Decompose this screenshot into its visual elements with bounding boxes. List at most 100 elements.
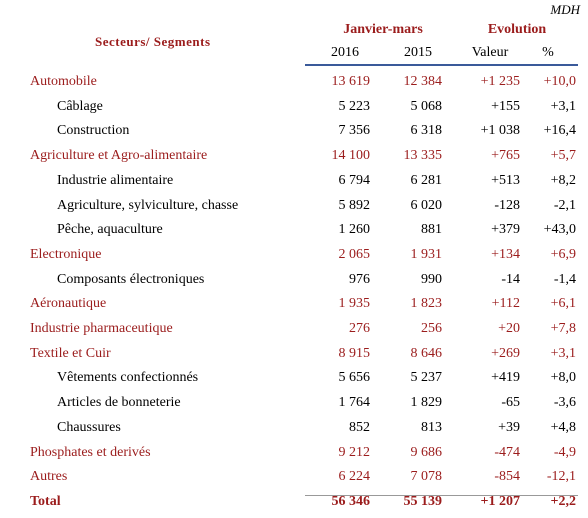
segment-value: 5 223 — [338, 98, 371, 114]
segment-value: +3,1 — [550, 98, 576, 114]
segment-value: 6 794 — [338, 172, 371, 188]
segment-value: 5 237 — [410, 370, 443, 386]
segment-value: 7 356 — [338, 123, 371, 139]
segment-value: +155 — [491, 98, 520, 114]
sector-value: 6 224 — [338, 469, 371, 485]
sector-value: 12 384 — [403, 74, 443, 89]
sector-value: 8 915 — [338, 345, 371, 361]
total-value: +1 207 — [480, 493, 520, 509]
sector-value: +7,8 — [550, 321, 576, 336]
segment-value: 1 260 — [338, 222, 371, 238]
sector-value: +269 — [491, 345, 520, 361]
sector-value: +6,9 — [550, 246, 576, 262]
segment-label: Articles de bonneterie — [57, 395, 181, 411]
segment-value: -2,1 — [553, 197, 576, 213]
sector-value: 9 686 — [410, 444, 443, 460]
segment-value: +379 — [491, 222, 520, 238]
segment-value: 6 318 — [410, 123, 443, 139]
sector-label: Electronique — [30, 246, 102, 262]
sector-value: 1 931 — [410, 246, 443, 262]
header-rule — [305, 64, 578, 66]
sector-value: 276 — [349, 321, 370, 336]
segment-value: -65 — [501, 395, 520, 411]
segment-value: -3,6 — [553, 395, 576, 411]
sector-value: -854 — [494, 469, 520, 485]
sector-value: 13 335 — [403, 148, 443, 164]
segment-value: 6 020 — [410, 197, 443, 213]
segment-value: 5 656 — [338, 370, 371, 386]
label-column-header: Secteurs/ Segments — [95, 34, 211, 49]
sector-value: +112 — [491, 296, 520, 312]
segment-value: 976 — [349, 271, 370, 287]
segment-label: Composants électroniques — [57, 271, 205, 287]
segment-value: 5 068 — [410, 98, 443, 114]
segment-value: +8,0 — [550, 370, 576, 386]
column-header: Valeur — [471, 45, 509, 60]
sector-label: Autres — [30, 469, 68, 485]
sector-value: -474 — [494, 444, 520, 460]
total-label: Total — [30, 493, 61, 509]
segment-label: Chaussures — [57, 419, 121, 435]
sector-label: Industrie pharmaceutique — [30, 321, 173, 336]
segment-label: Pêche, aquaculture — [57, 222, 163, 238]
segment-label: Industrie alimentaire — [57, 172, 174, 188]
column-header: 2016 — [331, 45, 359, 60]
segment-value: 990 — [421, 271, 442, 287]
sector-value: +5,7 — [550, 148, 576, 164]
sector-value: 13 619 — [331, 74, 371, 89]
segment-label: Construction — [57, 123, 130, 139]
segment-value: 5 892 — [338, 197, 371, 213]
sector-value: 2 065 — [338, 246, 371, 262]
segment-value: 852 — [349, 419, 370, 435]
segment-value: +419 — [491, 370, 520, 386]
segment-label: Agriculture, sylviculture, chasse — [57, 197, 239, 213]
sector-label: Aéronautique — [30, 296, 107, 312]
sector-value: +134 — [491, 246, 520, 262]
sector-value: -12,1 — [546, 469, 576, 485]
sector-label: Agriculture et Agro-alimentaire — [30, 148, 208, 164]
segment-value: +4,8 — [550, 419, 576, 435]
segment-value: +513 — [491, 172, 520, 188]
total-rule — [305, 495, 578, 496]
sector-value: 9 212 — [338, 444, 371, 460]
segment-value: -14 — [501, 271, 520, 287]
segment-value: -128 — [494, 197, 520, 213]
total-value: 56 346 — [331, 493, 371, 509]
column-header: % — [542, 45, 554, 60]
sector-value: 7 078 — [410, 469, 443, 485]
sector-value: +10,0 — [543, 74, 576, 89]
segment-value: +43,0 — [543, 222, 576, 238]
total-value: 55 139 — [403, 493, 443, 509]
sector-label: Automobile — [30, 74, 97, 89]
sector-value: 14 100 — [331, 148, 371, 164]
sector-value: 256 — [421, 321, 442, 336]
segment-value: -1,4 — [553, 271, 576, 287]
unit: MDH — [550, 2, 580, 17]
segment-value: 6 281 — [410, 172, 443, 188]
sector-value: +6,1 — [550, 296, 576, 312]
sector-value: -4,9 — [553, 444, 576, 460]
segment-value: +39 — [498, 419, 520, 435]
segment-label: Vêtements confectionnés — [57, 370, 199, 386]
segment-value: 813 — [421, 419, 442, 435]
segment-value: 1 764 — [338, 395, 371, 411]
sector-value: 1 823 — [410, 296, 443, 312]
sector-value: 1 935 — [338, 296, 371, 312]
sector-label: Textile et Cuir — [30, 345, 111, 361]
period-header: Janvier-mars — [343, 22, 423, 37]
sector-value: +765 — [491, 148, 520, 164]
sector-value: +1 235 — [480, 74, 520, 89]
segment-value: +16,4 — [543, 123, 576, 139]
column-header: 2015 — [404, 45, 432, 60]
segment-label: Câblage — [57, 98, 103, 114]
segment-value: +1 038 — [480, 123, 520, 139]
total-value: +2,2 — [550, 493, 576, 509]
evolution-header: Evolution — [487, 22, 547, 37]
sector-value: +20 — [498, 321, 520, 336]
segment-value: 881 — [421, 222, 442, 238]
sector-value: +3,1 — [550, 345, 576, 361]
segment-value: 1 829 — [410, 395, 443, 411]
sector-label: Phosphates et derivés — [30, 444, 151, 460]
sector-value: 8 646 — [410, 345, 443, 361]
